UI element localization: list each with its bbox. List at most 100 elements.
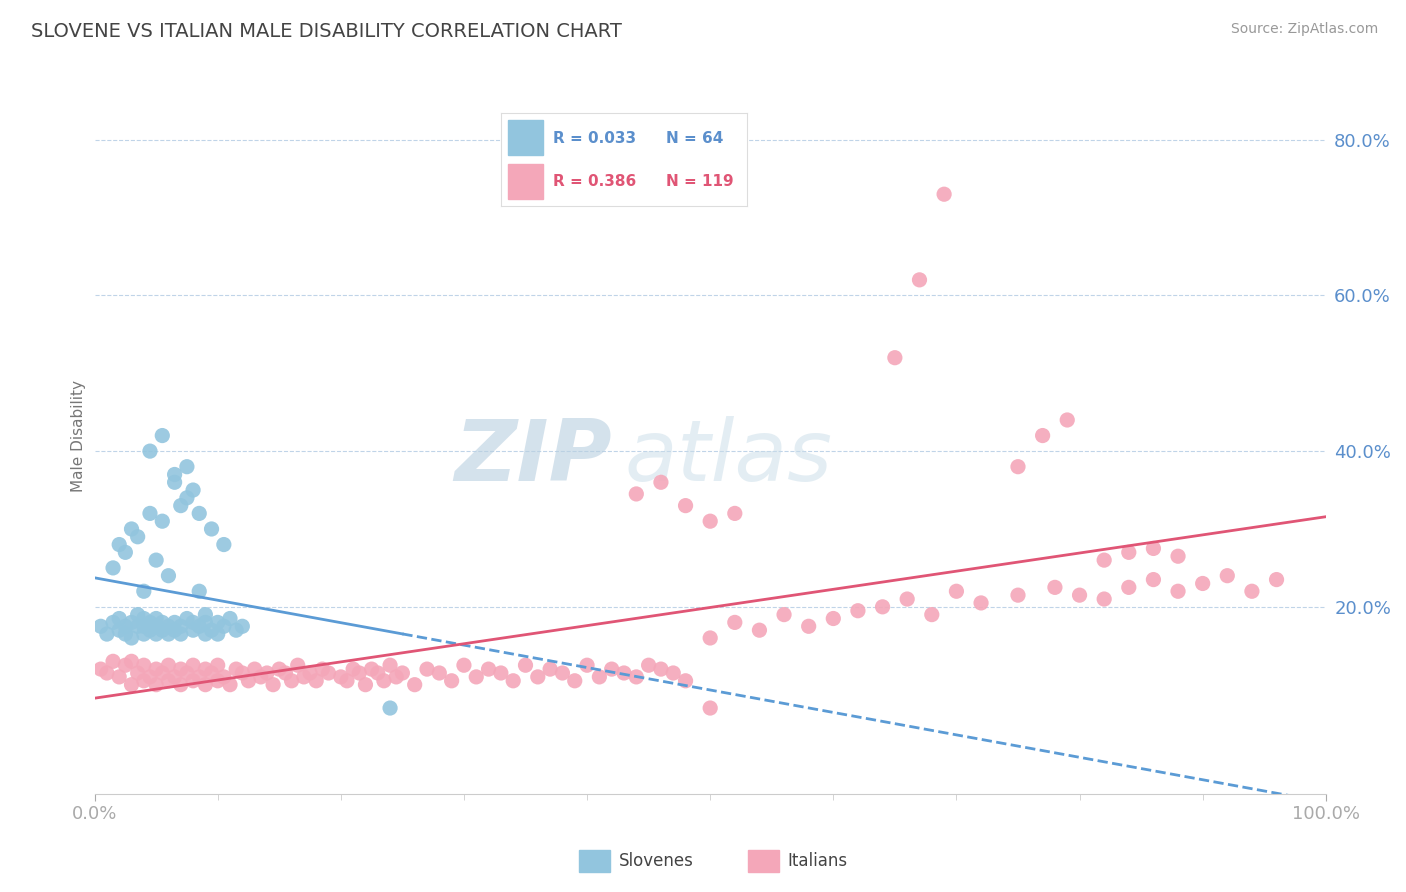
Point [170,662,193,676]
Point [1167,549,1189,564]
Point [108,537,131,551]
Point [748,623,770,637]
Point [1032,428,1054,442]
Point [114,627,136,641]
Point [626,487,648,501]
Point [329,670,352,684]
Point [163,623,186,637]
Point [188,619,211,633]
Point [970,596,993,610]
Point [101,615,124,630]
Point [637,658,659,673]
Point [170,627,193,641]
Point [538,662,561,676]
Point [354,678,377,692]
Point [207,615,229,630]
Point [1043,580,1066,594]
Point [797,619,820,633]
Point [724,507,747,521]
Point [188,584,211,599]
Point [90,662,112,676]
Point [773,607,796,622]
Point [613,665,636,680]
Point [243,662,266,676]
Point [675,673,697,688]
Point [249,670,271,684]
Point [132,611,155,625]
Point [846,604,869,618]
Point [150,514,173,528]
Point [132,627,155,641]
Point [157,568,180,582]
Point [150,623,173,637]
Point [391,665,413,680]
Point [219,678,242,692]
Point [101,654,124,668]
Point [200,623,222,637]
Point [932,187,955,202]
Point [163,475,186,490]
Point [96,627,118,641]
Point [465,670,488,684]
Point [170,499,193,513]
Point [883,351,905,365]
Point [132,619,155,633]
Y-axis label: Male Disability: Male Disability [72,380,86,491]
Point [121,522,143,536]
Point [287,658,309,673]
Point [114,658,136,673]
Point [1216,568,1239,582]
Point [200,522,222,536]
Point [145,678,167,692]
Point [1118,580,1140,594]
Point [207,658,229,673]
Point [908,273,931,287]
Point [170,619,193,633]
Point [564,673,586,688]
Point [132,584,155,599]
Point [600,662,623,676]
Point [170,678,193,692]
Text: Italians: Italians [787,852,848,870]
Point [1056,413,1078,427]
Point [139,444,162,458]
Point [311,662,333,676]
Point [114,619,136,633]
Point [360,662,382,676]
Point [121,678,143,692]
Point [127,619,149,633]
Point [527,670,550,684]
Point [132,658,155,673]
Point [157,673,180,688]
Point [181,623,204,637]
Point [194,615,217,630]
Point [150,615,173,630]
Point [181,658,204,673]
Point [163,467,186,482]
Point [1069,588,1091,602]
Point [194,607,217,622]
Point [145,619,167,633]
Text: Slovenes: Slovenes [619,852,693,870]
Point [181,615,204,630]
Point [292,670,315,684]
Point [1007,588,1029,602]
Point [1007,459,1029,474]
Point [127,607,149,622]
Point [145,553,167,567]
Point [385,670,408,684]
Point [121,654,143,668]
Text: ZIP: ZIP [454,416,612,499]
Point [699,514,721,528]
Point [188,670,211,684]
Point [163,615,186,630]
Point [404,678,426,692]
Point [139,507,162,521]
Point [299,665,322,680]
Point [626,670,648,684]
Point [427,665,450,680]
Point [349,665,371,680]
Point [1191,576,1213,591]
Point [114,545,136,559]
Point [336,673,359,688]
